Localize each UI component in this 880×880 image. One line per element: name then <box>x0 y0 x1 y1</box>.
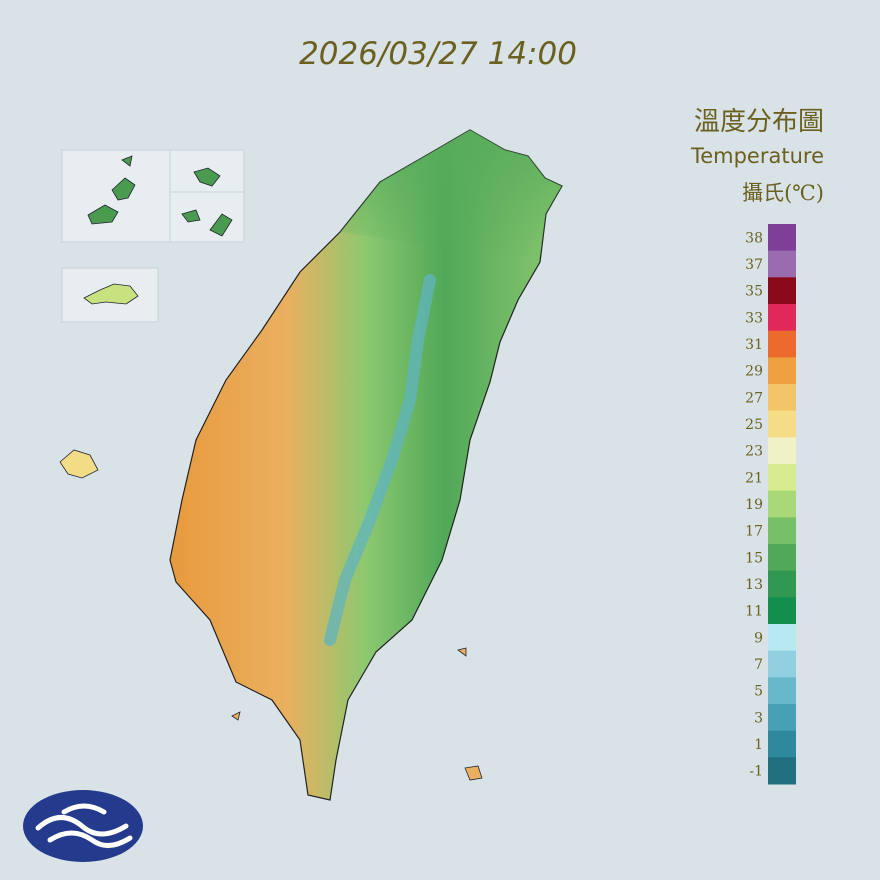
legend-swatch <box>768 704 796 732</box>
legend-swatch <box>768 490 796 518</box>
island <box>87 155 136 225</box>
legend-swatch <box>768 544 796 572</box>
legend-label: -1 <box>749 764 763 780</box>
legend-swatch <box>768 410 796 438</box>
legend-swatch <box>768 517 796 545</box>
legend-swatch <box>768 277 796 305</box>
legend-label: 33 <box>745 310 763 326</box>
legend-label: 3 <box>754 710 763 726</box>
legend-label: 7 <box>754 657 763 673</box>
legend-swatch <box>768 757 796 785</box>
legend-swatch <box>768 624 796 652</box>
island <box>59 449 99 479</box>
legend-swatch <box>768 464 796 492</box>
legend-label: 9 <box>754 630 763 646</box>
legend-label: 35 <box>745 284 763 300</box>
legend-swatch <box>768 437 796 465</box>
legend-label: 5 <box>754 684 763 700</box>
legend-label: 21 <box>745 470 763 486</box>
legend-swatch <box>768 357 796 385</box>
legend-swatch <box>768 677 796 705</box>
legend-label: 25 <box>745 417 763 433</box>
legend-swatch <box>768 570 796 598</box>
logo-waves <box>35 803 133 848</box>
legend-label: 17 <box>745 524 763 540</box>
legend-label: 29 <box>745 364 763 380</box>
legend-title: 溫度分布圖 <box>694 107 824 137</box>
legend-label: 19 <box>745 497 763 513</box>
legend-label: 1 <box>754 737 763 753</box>
legend-label: 37 <box>745 257 763 273</box>
legend-label: 27 <box>745 390 763 406</box>
legend-swatch <box>768 730 796 758</box>
mountain-range <box>324 274 436 646</box>
island <box>231 647 483 781</box>
legend-label: 15 <box>745 550 763 566</box>
legend-swatch <box>768 330 796 358</box>
legend-label: 13 <box>745 577 763 593</box>
taiwan-north <box>340 130 562 262</box>
legend-swatch <box>768 250 796 278</box>
legend-unit: 攝氏(℃) <box>742 181 824 205</box>
timestamp: 2026/03/27 14:00 <box>299 36 577 72</box>
legend-label: 11 <box>745 604 763 620</box>
legend-label: 38 <box>745 230 763 246</box>
legend-swatch <box>768 384 796 412</box>
legend-swatch <box>768 304 796 332</box>
legend-label: 31 <box>745 337 763 353</box>
legend-subtitle: Temperature <box>690 144 824 168</box>
legend-swatch <box>768 597 796 625</box>
legend-swatch <box>768 650 796 678</box>
legend-label: 23 <box>745 444 763 460</box>
island <box>83 283 139 305</box>
island <box>181 167 233 237</box>
legend-swatch <box>768 224 796 252</box>
